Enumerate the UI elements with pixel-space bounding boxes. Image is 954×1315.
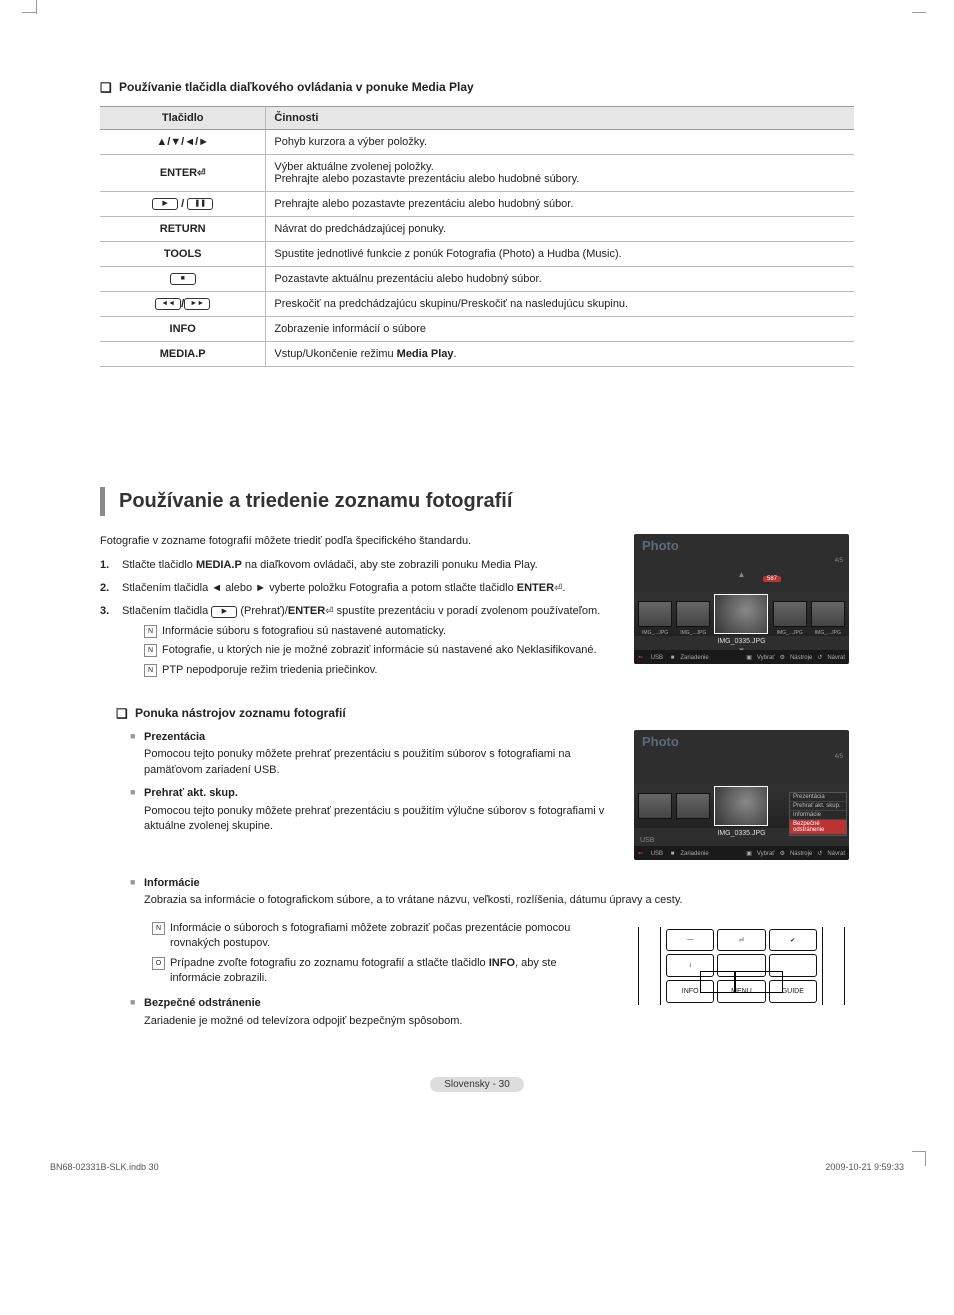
footer-right: 2009-10-21 9:59:33 — [825, 1162, 904, 1172]
table-row: MEDIA.P Vstup/Ukončenie režimu Media Pla… — [100, 342, 854, 367]
crop-marks-top — [0, 0, 954, 40]
thumb — [638, 793, 672, 819]
intro-text: Fotografie v zozname fotografií môžete t… — [100, 534, 610, 549]
sub-section-heading: ❏ Ponuka nástrojov zoznamu fotografií — [116, 706, 854, 722]
step-item: 3. Stlačením tlačidla ▶ (Prehrať)/ENTER⏎… — [100, 604, 610, 678]
notes-list: Informácie súboru s fotografiou sú nasta… — [122, 624, 610, 678]
remote-key: ✔ — [769, 929, 817, 952]
thumb: IMG_...JPG — [676, 601, 710, 627]
table-row: ENTER⏎ Výber aktuálne zvolenej položky. … — [100, 155, 854, 192]
q-icon: ❏ — [100, 80, 112, 96]
thumb: IMG_...JPG — [638, 601, 672, 627]
count-badge: 587 — [763, 576, 781, 582]
steps-list: 1. Stlačte tlačidlo MEDIA.P na diaľkovom… — [100, 558, 610, 678]
cell-action: Vstup/Ukončenie režimu Media Play. — [266, 342, 854, 367]
shot-breadcrumb: 4/5 — [835, 558, 843, 564]
thumb: IMG_...JPG — [773, 601, 807, 627]
up-arrow-icon: ▲ — [738, 570, 746, 579]
th-button: Tlačidlo — [100, 107, 266, 130]
cell-btn: TOOLS — [100, 242, 266, 267]
remote-diagram: — ⏎ ✔ i INFO MENU GUIDE — [634, 923, 849, 1009]
selected-filename: IMG_0335.JPG — [634, 638, 849, 645]
cell-btn: ■ — [100, 267, 266, 292]
cell-action: Zobrazenie informácií o súbore — [266, 317, 854, 342]
footer-left: BN68-02331B-SLK.indb 30 — [50, 1162, 159, 1172]
tool-item: Bezpečné odstránenie Zariadenie je možné… — [130, 996, 610, 1029]
cell-action: Pozastavte aktuálnu prezentáciu alebo hu… — [266, 267, 854, 292]
note-item: Informácie súboru s fotografiou sú nasta… — [144, 624, 610, 639]
cell-action: Preskočiť na predchádzajúcu skupinu/Pres… — [266, 292, 854, 317]
table-row: ■ Pozastavte aktuálnu prezentáciu alebo … — [100, 267, 854, 292]
thumb-selected — [714, 594, 768, 634]
cell-btn: MEDIA.P — [100, 342, 266, 367]
cell-btn: INFO — [100, 317, 266, 342]
th-action: Činnosti — [266, 107, 854, 130]
note-item: PTP nepodporuje režim triedenia priečink… — [144, 663, 610, 678]
menu-item: Prehrať akt. skup. — [790, 802, 846, 811]
tool-item: Informácie Zobrazia sa informácie o foto… — [130, 876, 854, 909]
thumb-selected — [714, 786, 768, 826]
page-number: Slovensky - 30 — [100, 1077, 854, 1092]
thumb-strip: IMG_...JPG IMG_...JPG IMG_...JPG IMG_...… — [634, 592, 849, 636]
shot-breadcrumb: 4/5 — [835, 754, 843, 760]
tv-screenshot-1: Photo 4/5 ▲ 587 IMG_...JPG IMG_...JPG IM… — [634, 534, 849, 664]
cell-action: Spustite jednotlivé funkcie z ponúk Foto… — [266, 242, 854, 267]
cell-action: Prehrajte alebo pozastavte prezentáciu a… — [266, 192, 854, 217]
menu-item: Prezentácia — [790, 793, 846, 802]
tool-item: Prehrať akt. skup. Pomocou tejto ponuky … — [130, 786, 610, 834]
thumb: IMG_...JPG — [811, 601, 845, 627]
print-footer: BN68-02331B-SLK.indb 30 2009-10-21 9:59:… — [0, 1162, 954, 1192]
shot-title: Photo — [634, 730, 849, 749]
tv-screenshot-2: Photo 4/5 IMG_0335.JPG Prezentácia Prehr… — [634, 730, 849, 860]
tool-item: Prezentácia Pomocou tejto ponuky môžete … — [130, 730, 610, 778]
table-row: ◄◄/►► Preskočiť na predchádzajúcu skupin… — [100, 292, 854, 317]
note-item: Informácie o súboroch s fotografiami môž… — [152, 921, 610, 952]
cell-btn: ENTER⏎ — [100, 155, 266, 192]
highlight-box — [735, 971, 783, 993]
cell-action: Návrat do predchádzajúcej ponuky. — [266, 217, 854, 242]
cell-action: Pohyb kurzora a výber položky. — [266, 130, 854, 155]
table-row: INFO Zobrazenie informácií o súbore — [100, 317, 854, 342]
page-title: Používanie a triedenie zoznamu fotografi… — [100, 487, 854, 516]
usb-label: USB — [640, 837, 654, 844]
cell-btn: ▶ / ❚❚ — [100, 192, 266, 217]
cell-action: Výber aktuálne zvolenej položky. Prehraj… — [266, 155, 854, 192]
highlight-box — [700, 971, 735, 993]
q-icon: ❏ — [116, 706, 128, 722]
step-item: 2. Stlačením tlačidla ◄ alebo ► vyberte … — [100, 581, 610, 596]
remote-key: ⏎ — [717, 929, 765, 952]
note-item: Prípadne zvoľte fotografiu zo zoznamu fo… — [152, 956, 610, 987]
table-row: ▲/▼/◄/► Pohyb kurzora a výber položky. — [100, 130, 854, 155]
menu-item-selected: Bezpečné odstránenie — [790, 820, 846, 835]
section-heading-remote: ❏ Používanie tlačidla diaľkového ovládan… — [100, 80, 854, 96]
table-row: TOOLS Spustite jednotlivé funkcie z ponú… — [100, 242, 854, 267]
context-menu: Prezentácia Prehrať akt. skup. Informáci… — [789, 792, 847, 836]
table-row: ▶ / ❚❚ Prehrajte alebo pozastavte prezen… — [100, 192, 854, 217]
cell-btn: ▲/▼/◄/► — [100, 130, 266, 155]
notes-list: Informácie o súboroch s fotografiami môž… — [130, 921, 610, 987]
remote-buttons-table: Tlačidlo Činnosti ▲/▼/◄/► Pohyb kurzora … — [100, 106, 854, 367]
section-heading-text: Používanie tlačidla diaľkového ovládania… — [119, 80, 474, 94]
shot-bottom-bar: ⇐ USB ■Zariadenie ▣Vybrať⚙Nástroje↺Návra… — [634, 846, 849, 860]
cell-btn: RETURN — [100, 217, 266, 242]
menu-item: Informácie — [790, 811, 846, 820]
cell-btn: ◄◄/►► — [100, 292, 266, 317]
step-item: 1. Stlačte tlačidlo MEDIA.P na diaľkovom… — [100, 558, 610, 573]
note-item: Fotografie, u ktorých nie je možné zobra… — [144, 643, 610, 658]
remote-key: — — [666, 929, 714, 952]
shot-title: Photo — [634, 534, 849, 553]
thumb — [676, 793, 710, 819]
table-row: RETURN Návrat do predchádzajúcej ponuky. — [100, 217, 854, 242]
shot-bottom-bar: ⇐ USB ■Zariadenie ▣Vybrať⚙Nástroje↺Návra… — [634, 650, 849, 664]
